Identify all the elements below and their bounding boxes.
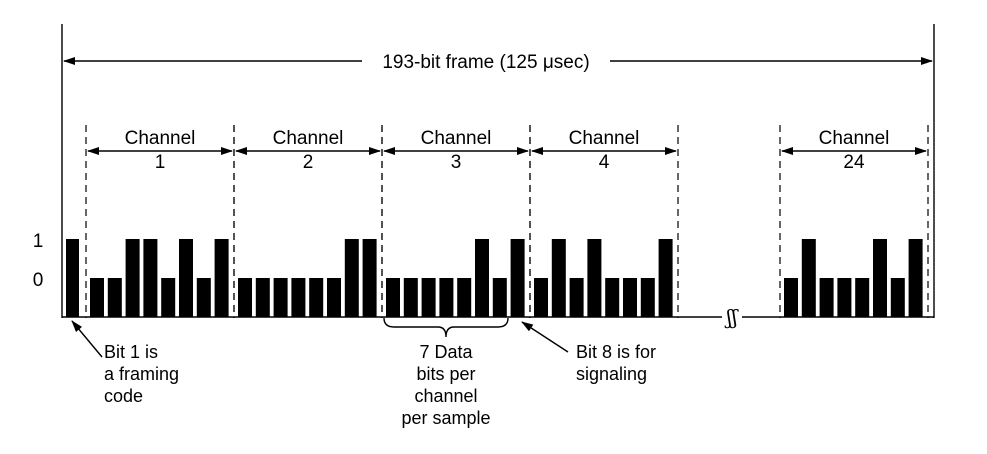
bit-bar (214, 239, 229, 317)
channel-2: Channel 2 (233, 125, 383, 318)
channel-3: Channel 3 (381, 125, 531, 318)
framing-annotation-line-1: Bit 1 is (104, 342, 158, 362)
channel-heading: Channel (125, 128, 196, 149)
framing-annotation-line-3: code (104, 386, 143, 406)
bit-bar (161, 278, 176, 317)
level-label-low: 0 (33, 270, 44, 291)
bit-bar (309, 278, 324, 317)
framing-annotation-line-2: a framing (104, 364, 179, 384)
channel-heading: Channel (569, 128, 640, 149)
bit-bar (605, 278, 620, 317)
break-symbol: ʃʃ (725, 305, 739, 329)
bit-bar (587, 239, 602, 317)
channel-number: 2 (303, 152, 314, 173)
bit-bar (196, 278, 211, 317)
data-bits-annotation-line-1: 7 Data (419, 342, 473, 362)
channel-1: Channel 1 (85, 125, 235, 318)
bit-bar (658, 239, 673, 317)
bit-bar (143, 239, 158, 317)
bit-bar (640, 278, 655, 317)
bit-bar (291, 278, 306, 317)
bit-bar (362, 239, 377, 317)
bit-bar (107, 278, 122, 317)
bit-bar (344, 239, 359, 317)
bit-bar (569, 278, 584, 317)
framing-annotation: Bit 1 is a framing code (71, 320, 179, 406)
data-bits-annotation: 7 Data bits per channel per sample (383, 317, 509, 428)
channel-heading: Channel (273, 128, 344, 149)
bit-bar (386, 278, 400, 317)
channel-number: 24 (843, 152, 865, 173)
channel-number: 1 (155, 152, 166, 173)
bit-bar (510, 239, 525, 317)
bit-bar (238, 278, 252, 317)
bit-bar (534, 278, 548, 317)
channel-number: 4 (599, 152, 610, 173)
signaling-annotation-line-1: Bit 8 is for (576, 342, 656, 362)
data-bits-annotation-line-4: per sample (401, 408, 490, 428)
bit-bar (855, 278, 870, 317)
data-bits-brace (383, 317, 509, 338)
bit-bar (801, 239, 816, 317)
bit-bar (784, 278, 798, 317)
framing-bit-bar (66, 239, 79, 317)
bit-bar (890, 278, 905, 317)
data-bits-annotation-line-2: bits per (416, 364, 475, 384)
bit-bar (125, 239, 140, 317)
bit-bar (457, 278, 472, 317)
bit-bar (908, 239, 923, 317)
signaling-annotation: Bit 8 is for signaling (521, 321, 656, 384)
channel-24: Channel 24 (779, 125, 929, 318)
bit-bar (255, 278, 270, 317)
bit-bar (837, 278, 852, 317)
bit-bar (179, 239, 193, 317)
bit-bar (327, 278, 341, 317)
channel-heading: Channel (819, 128, 890, 149)
channel-heading: Channel (421, 128, 492, 149)
bit-bar (439, 278, 454, 317)
bit-bar (90, 278, 104, 317)
bit-bar (475, 239, 489, 317)
framing-annotation-arrow (71, 320, 103, 358)
channel-4: Channel 4 (529, 125, 679, 318)
bit-bar (403, 278, 418, 317)
bit-bar (492, 278, 507, 317)
bit-bar (551, 239, 566, 317)
signaling-annotation-arrow (521, 321, 569, 353)
channel-number: 3 (451, 152, 462, 173)
signaling-annotation-line-2: signaling (576, 364, 647, 384)
bit-bar (873, 239, 887, 317)
channels-group: Channel 1 Channel 2 Channel 3 Channel 4 Channel 2… (85, 125, 929, 318)
frame-label: 193-bit frame (125 μsec) (382, 52, 589, 73)
bit-bar (273, 278, 288, 317)
bit-bar (623, 278, 637, 317)
data-bits-annotation-line-3: channel (414, 386, 477, 406)
level-label-high: 1 (33, 231, 44, 252)
bit-bar (819, 278, 834, 317)
bit-bar (421, 278, 436, 317)
